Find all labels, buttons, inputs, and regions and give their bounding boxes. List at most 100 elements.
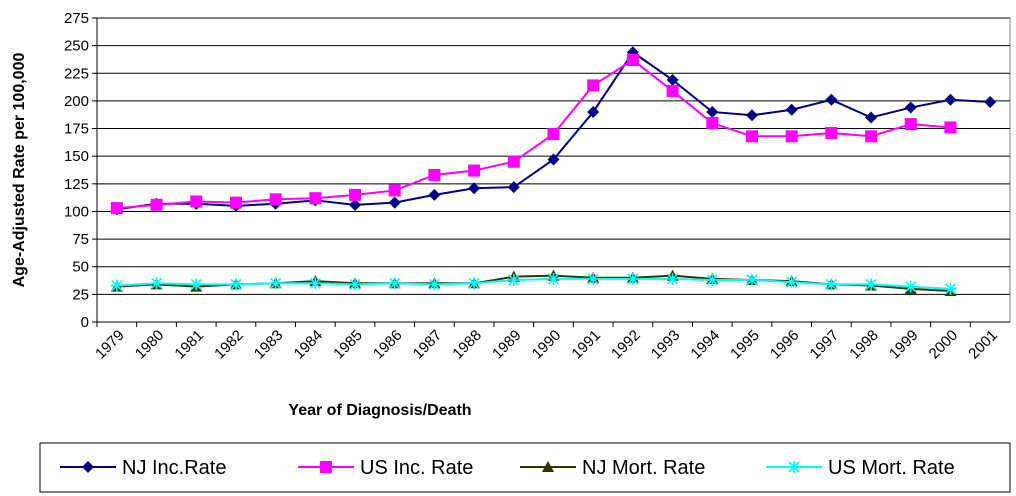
x-tick-label: 1984 — [291, 327, 327, 363]
x-tick-label: 1992 — [608, 327, 644, 363]
legend-label: US Mort. Rate — [828, 457, 955, 479]
x-tick-label: 1993 — [648, 327, 684, 363]
x-tick-label: 1987 — [410, 327, 446, 363]
marker — [587, 79, 600, 92]
marker — [745, 109, 758, 122]
x-tick-label: 1990 — [529, 327, 565, 363]
marker — [110, 279, 123, 292]
series-line — [116, 58, 951, 210]
marker — [349, 278, 362, 291]
x-tick-label: 1999 — [886, 327, 922, 363]
x-tick-label: 1989 — [489, 327, 525, 363]
y-tick-label: 225 — [64, 65, 89, 82]
marker — [428, 278, 441, 291]
x-tick-label: 1996 — [767, 327, 803, 363]
marker — [825, 93, 838, 106]
marker — [82, 461, 94, 473]
marker — [507, 273, 520, 286]
legend-label: NJ Mort. Rate — [582, 457, 705, 479]
marker — [626, 54, 639, 67]
marker — [269, 193, 282, 206]
y-tick-label: 50 — [72, 259, 89, 276]
y-tick-label: 75 — [72, 231, 89, 248]
marker — [706, 105, 719, 118]
y-axis-title: Age-Adjusted Rate per 100,000 — [11, 53, 28, 288]
marker — [745, 130, 758, 143]
marker — [745, 273, 758, 286]
marker — [190, 278, 203, 291]
marker — [785, 276, 798, 289]
marker — [666, 73, 679, 86]
marker — [388, 277, 401, 290]
marker — [547, 153, 560, 166]
marker — [587, 105, 600, 118]
y-tick-label: 25 — [72, 286, 89, 303]
x-tick-label: 1994 — [687, 327, 723, 363]
marker — [904, 101, 917, 114]
marker — [865, 111, 878, 124]
x-tick-label: 1985 — [330, 327, 366, 363]
marker — [706, 117, 719, 130]
x-tick-label: 1983 — [251, 327, 287, 363]
marker — [269, 277, 282, 290]
y-tick-label: 100 — [64, 203, 89, 220]
x-tick-label: 1979 — [92, 327, 128, 363]
marker — [468, 164, 481, 177]
marker — [542, 461, 554, 472]
x-tick-label: 1997 — [807, 327, 843, 363]
x-tick-label: 1995 — [727, 327, 763, 363]
marker — [587, 272, 600, 285]
marker — [229, 196, 242, 209]
marker — [944, 93, 957, 106]
marker — [825, 126, 838, 139]
x-tick-label: 1980 — [132, 327, 168, 363]
x-axis-title: Year of Diagnosis/Death — [288, 402, 471, 419]
legend-label: US Inc. Rate — [360, 457, 473, 479]
y-tick-label: 0 — [81, 314, 89, 331]
marker — [865, 278, 878, 291]
marker — [984, 96, 997, 109]
marker — [190, 195, 203, 208]
marker — [320, 461, 332, 473]
marker — [865, 130, 878, 143]
marker — [309, 192, 322, 205]
x-tick-label: 1991 — [568, 327, 604, 363]
x-tick-label: 1981 — [171, 327, 207, 363]
marker — [825, 278, 838, 291]
marker — [388, 184, 401, 197]
marker — [785, 103, 798, 116]
x-tick-label: 1982 — [211, 327, 247, 363]
marker — [349, 188, 362, 201]
marker — [904, 280, 917, 293]
marker — [788, 461, 800, 473]
y-tick-label: 250 — [64, 38, 89, 55]
marker — [468, 277, 481, 290]
marker — [507, 181, 520, 194]
marker — [349, 198, 362, 211]
marker — [428, 168, 441, 181]
x-tick-label: 1998 — [846, 327, 882, 363]
y-tick-label: 200 — [64, 93, 89, 110]
marker — [706, 273, 719, 286]
marker — [626, 272, 639, 285]
marker — [904, 118, 917, 131]
marker — [150, 277, 163, 290]
y-tick-label: 175 — [64, 121, 89, 138]
series-line — [116, 277, 951, 290]
legend-label: NJ Inc.Rate — [122, 457, 226, 479]
marker — [309, 277, 322, 290]
y-tick-label: 275 — [64, 10, 89, 27]
marker — [428, 188, 441, 201]
x-tick-label: 1986 — [370, 327, 406, 363]
x-tick-label: 2000 — [926, 327, 962, 363]
marker — [944, 282, 957, 295]
marker — [468, 182, 481, 195]
marker — [388, 196, 401, 209]
marker — [507, 155, 520, 168]
x-tick-label: 2001 — [965, 327, 1001, 363]
x-tick-label: 1988 — [449, 327, 485, 363]
marker — [547, 128, 560, 141]
marker — [110, 202, 123, 215]
marker — [150, 198, 163, 211]
